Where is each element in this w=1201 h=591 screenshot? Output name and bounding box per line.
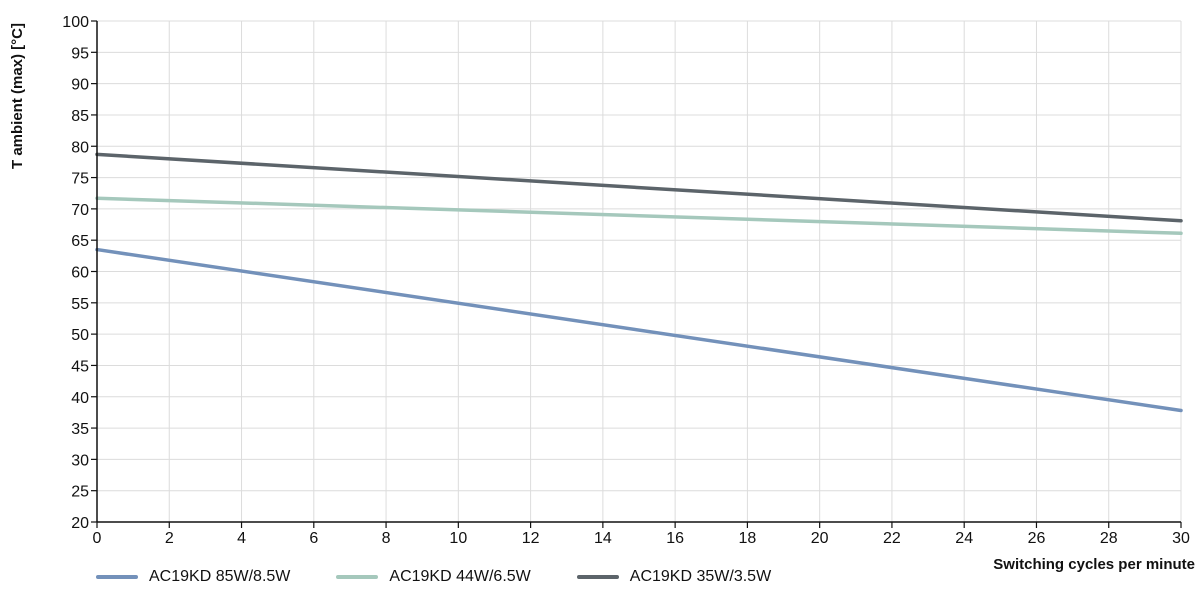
x-tick-label: 20 bbox=[811, 530, 829, 547]
y-tick-label: 30 bbox=[71, 452, 89, 469]
y-tick-label: 100 bbox=[62, 14, 89, 31]
x-tick-label: 12 bbox=[522, 530, 540, 547]
series-line bbox=[95, 247, 1183, 413]
x-tick-label: 30 bbox=[1172, 530, 1190, 547]
x-tick-label: 2 bbox=[165, 530, 174, 547]
y-tick-label: 60 bbox=[71, 265, 89, 282]
x-tick-label: 26 bbox=[1028, 530, 1046, 547]
legend-item: AC19KD 85W/8.5W bbox=[96, 568, 290, 586]
y-tick-label: 45 bbox=[71, 358, 89, 375]
y-tick-label: 65 bbox=[71, 233, 89, 250]
legend-swatch bbox=[96, 575, 138, 579]
y-tick-label: 80 bbox=[71, 139, 89, 156]
x-tick-label: 6 bbox=[309, 530, 318, 547]
y-axis-title: T ambient (max) [°C] bbox=[9, 23, 26, 169]
series-lines bbox=[95, 152, 1183, 413]
x-tick-label: 4 bbox=[237, 530, 246, 547]
y-tick-label: 75 bbox=[71, 171, 89, 188]
legend-label: AC19KD 44W/6.5W bbox=[389, 568, 531, 585]
series-line bbox=[95, 152, 1183, 223]
series-line bbox=[95, 196, 1183, 236]
legend-label: AC19KD 35W/3.5W bbox=[629, 568, 772, 585]
grid bbox=[97, 20, 1182, 522]
y-tick-label: 70 bbox=[71, 202, 89, 219]
x-tick-label: 10 bbox=[449, 530, 467, 547]
axes bbox=[91, 20, 1182, 528]
x-tick-label: 28 bbox=[1100, 530, 1118, 547]
x-tick-label: 22 bbox=[883, 530, 901, 547]
legend-item: AC19KD 35W/3.5W bbox=[576, 568, 772, 586]
legend-swatch bbox=[336, 575, 379, 579]
x-tick-label: 14 bbox=[594, 530, 612, 547]
y-tick-label: 85 bbox=[71, 108, 89, 125]
x-tick-label: 24 bbox=[955, 530, 973, 547]
y-tick-label: 95 bbox=[71, 45, 89, 62]
x-tick-label: 16 bbox=[666, 530, 684, 547]
y-tick-label: 50 bbox=[71, 327, 89, 344]
x-tick-label: 18 bbox=[739, 530, 757, 547]
y-tick-label: 20 bbox=[71, 515, 89, 532]
y-tick-label: 40 bbox=[71, 390, 89, 407]
y-tick-label: 55 bbox=[71, 296, 89, 313]
legend-item: AC19KD 44W/6.5W bbox=[336, 568, 531, 586]
y-tick-label: 90 bbox=[71, 77, 89, 94]
legend-label: AC19KD 85W/8.5W bbox=[149, 568, 291, 585]
x-axis-title: Switching cycles per minute bbox=[993, 556, 1195, 573]
y-tick-label: 25 bbox=[71, 484, 89, 501]
legend: AC19KD 85W/8.5W AC19KD 44W/6.5W AC19KD 3… bbox=[96, 568, 817, 586]
y-tick-label: 35 bbox=[71, 421, 89, 438]
x-tick-label: 0 bbox=[93, 530, 102, 547]
legend-swatch bbox=[576, 575, 619, 579]
x-tick-label: 8 bbox=[382, 530, 391, 547]
